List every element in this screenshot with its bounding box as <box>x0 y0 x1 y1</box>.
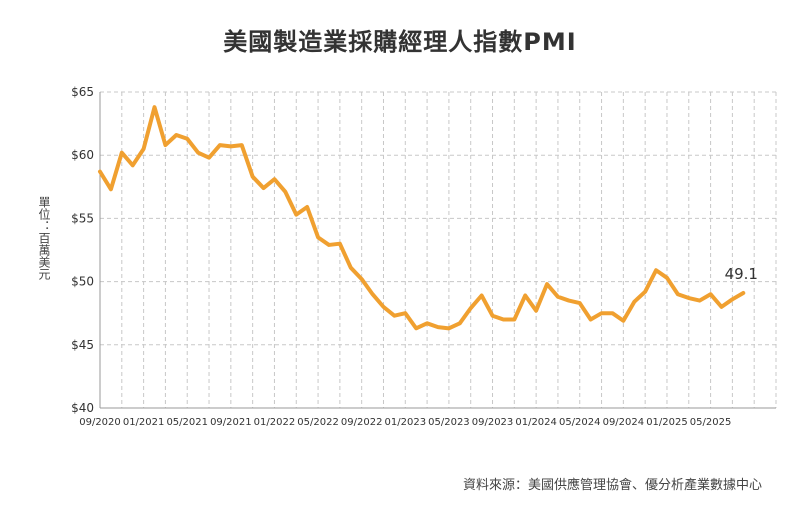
grid-layer <box>99 91 777 409</box>
y-tick-label: $65 <box>71 85 94 99</box>
x-tick-label: 05/2025 <box>690 417 732 428</box>
x-tick-label: 09/2022 <box>341 417 383 428</box>
x-tick-label: 09/2021 <box>210 417 252 428</box>
x-tick-label: 05/2023 <box>428 417 470 428</box>
x-tick-label: 01/2022 <box>254 417 296 428</box>
source-note: 資料來源：美國供應管理協會、優分析產業數據中心 <box>462 478 762 493</box>
y-tick-label: $45 <box>71 338 94 352</box>
y-tick-label: $55 <box>71 211 94 225</box>
y-axis-label: 單位：百萬美元 <box>37 196 51 280</box>
x-tick-label: 01/2024 <box>515 417 557 428</box>
y-tick-label: $40 <box>71 401 94 415</box>
x-tick-label: 01/2025 <box>646 417 688 428</box>
x-tick-label: 05/2024 <box>559 417 601 428</box>
chart-title: 美國製造業採購經理人指數PMI <box>223 28 577 56</box>
y-tick-label: $60 <box>71 148 94 162</box>
last-value-label: 49.1 <box>725 265 758 283</box>
x-tick-label: 01/2021 <box>123 417 165 428</box>
label-layer: 49.1 <box>725 265 758 283</box>
x-tick-label: 05/2022 <box>297 417 339 428</box>
x-tick-label: 01/2023 <box>385 417 427 428</box>
series-layer <box>98 105 746 331</box>
x-tick-label: 05/2021 <box>166 417 208 428</box>
x-tick-label: 09/2023 <box>472 417 514 428</box>
pmi-series-line <box>98 105 746 331</box>
x-tick-label: 09/2024 <box>603 417 645 428</box>
x-tick-label: 09/2020 <box>79 417 121 428</box>
y-tick-label: $50 <box>71 275 94 289</box>
